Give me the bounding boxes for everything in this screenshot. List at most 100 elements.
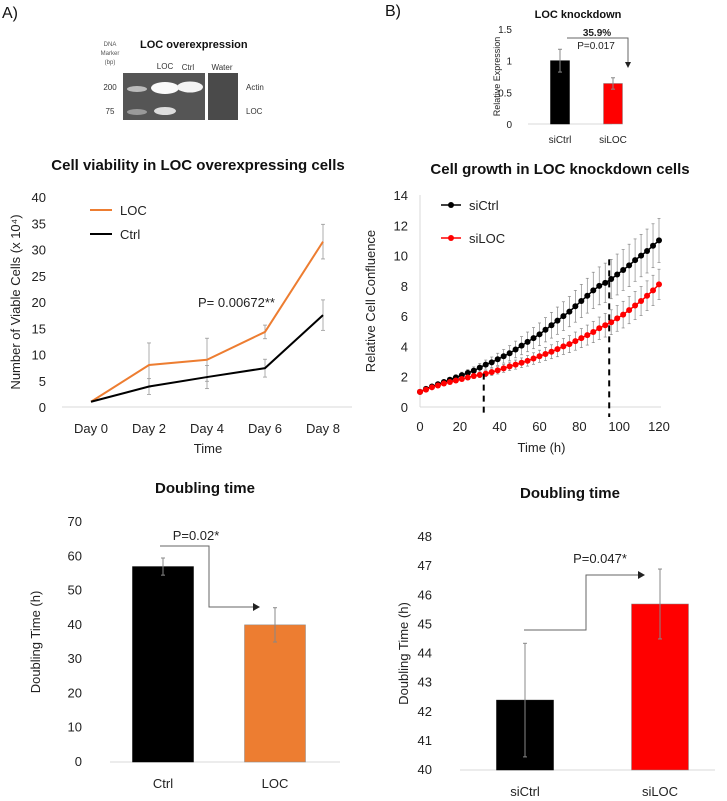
y-tick-label: 44 — [418, 646, 432, 661]
series-line-ctrl — [90, 314, 324, 403]
data-point — [422, 386, 429, 393]
significance-bracket — [160, 545, 255, 608]
y-axis-label: Doubling Time (h) — [396, 602, 411, 705]
data-point — [608, 319, 615, 326]
y-tick-label: 42 — [418, 704, 432, 719]
data-point — [542, 326, 549, 333]
gel-band-loc: LOC — [246, 107, 263, 116]
data-point — [578, 298, 585, 304]
data-point — [650, 287, 657, 294]
gel-marker-band-200 — [127, 86, 147, 92]
x-tick-label: 20 — [453, 419, 467, 434]
data-point — [494, 367, 501, 374]
x-tick-label: siLOC — [642, 784, 678, 799]
data-point — [434, 382, 441, 389]
data-point — [428, 384, 435, 391]
data-point — [632, 302, 639, 309]
data-point — [638, 252, 645, 259]
data-point — [584, 292, 591, 299]
gel-lane-loc: LOC — [157, 62, 174, 71]
y-tick-label: 5 — [39, 374, 46, 389]
data-point — [638, 298, 645, 304]
data-point — [584, 332, 591, 339]
legend-marker — [448, 202, 454, 208]
data-point — [518, 342, 525, 349]
legend-label: siLOC — [469, 231, 505, 246]
data-point — [536, 331, 543, 338]
data-point — [548, 322, 555, 329]
y-tick-label: 10 — [394, 249, 408, 264]
y-tick-label: 0 — [75, 754, 82, 769]
y-tick-label: 40 — [418, 762, 432, 777]
y-tick-label: 30 — [32, 243, 46, 258]
data-point — [476, 371, 483, 378]
data-point — [548, 348, 555, 355]
y-tick-label: 43 — [418, 675, 432, 690]
data-point — [500, 365, 507, 372]
y-tick-label: 60 — [68, 548, 82, 563]
y-tick-label: 1 — [506, 57, 512, 68]
data-point — [560, 313, 567, 320]
data-point — [626, 307, 633, 314]
x-tick-label: 40 — [492, 419, 506, 434]
x-tick-label: 100 — [608, 419, 630, 434]
data-point — [417, 388, 423, 395]
data-point — [596, 325, 603, 332]
significance-bracket — [567, 37, 629, 62]
data-point — [440, 380, 447, 387]
gel-band-actin: Actin — [246, 83, 264, 92]
x-tick-label: siCtrl — [510, 784, 540, 799]
y-axis-label: Doubling Time (h) — [28, 591, 43, 694]
data-point — [572, 338, 579, 345]
data-point — [488, 369, 495, 376]
data-point — [590, 329, 597, 336]
gel-marker-band-75 — [127, 109, 147, 115]
x-tick-label: Day 6 — [248, 421, 282, 436]
x-tick-label: Day 4 — [190, 421, 224, 436]
data-point — [524, 357, 531, 364]
p-value-label: P=0.017 — [577, 41, 615, 52]
y-tick-label: 20 — [68, 685, 82, 700]
data-point — [614, 315, 621, 322]
chart-title: Doubling time — [155, 480, 255, 497]
y-tick-label: 20 — [32, 295, 46, 310]
p-value-label: P=0.047* — [573, 551, 627, 566]
data-point — [500, 353, 507, 360]
data-point — [656, 237, 662, 244]
gel-title: LOC overexpression — [140, 39, 248, 51]
data-point — [446, 379, 453, 386]
y-tick-label: 46 — [418, 587, 432, 602]
legend-marker — [448, 235, 454, 241]
y-tick-label: 48 — [418, 529, 432, 544]
y-tick-label: 50 — [68, 583, 82, 598]
y-tick-label: 12 — [394, 218, 408, 233]
chart-doubling-a: Doubling time 0 10 20 30 40 50 60 70 Doubling Tim… — [28, 480, 340, 791]
x-tick-label: Day 2 — [132, 421, 166, 436]
x-tick-label: siCtrl — [549, 135, 572, 146]
legend-label: LOC — [120, 203, 147, 218]
gel-marker-label-2: Marker — [101, 51, 120, 57]
data-point — [506, 363, 513, 370]
x-tick-label: siLOC — [599, 135, 627, 146]
y-tick-label: 1.5 — [498, 25, 512, 36]
y-axis-label: Relative Cell Confluence — [363, 230, 378, 372]
data-point — [608, 276, 615, 283]
data-point — [566, 341, 573, 348]
data-point — [566, 308, 573, 315]
y-tick-label: 30 — [68, 651, 82, 666]
data-point — [554, 317, 561, 324]
y-tick-label: 41 — [418, 733, 432, 748]
x-tick-label: Ctrl — [153, 776, 173, 791]
x-tick-label: Day 8 — [306, 421, 340, 436]
legend-label: siCtrl — [469, 198, 499, 213]
chart-viability: Cell viability in LOC overexpressing cel… — [8, 157, 352, 456]
y-tick-label: 14 — [394, 188, 408, 203]
y-tick-label: 2 — [401, 370, 408, 385]
data-point — [560, 343, 567, 350]
y-tick-label: 70 — [68, 514, 82, 529]
y-axis-label: Number of Viable Cells (x 10⁴) — [8, 214, 23, 389]
y-tick-label: 6 — [401, 309, 408, 324]
data-point — [632, 257, 639, 264]
legend-label: Ctrl — [120, 227, 140, 242]
